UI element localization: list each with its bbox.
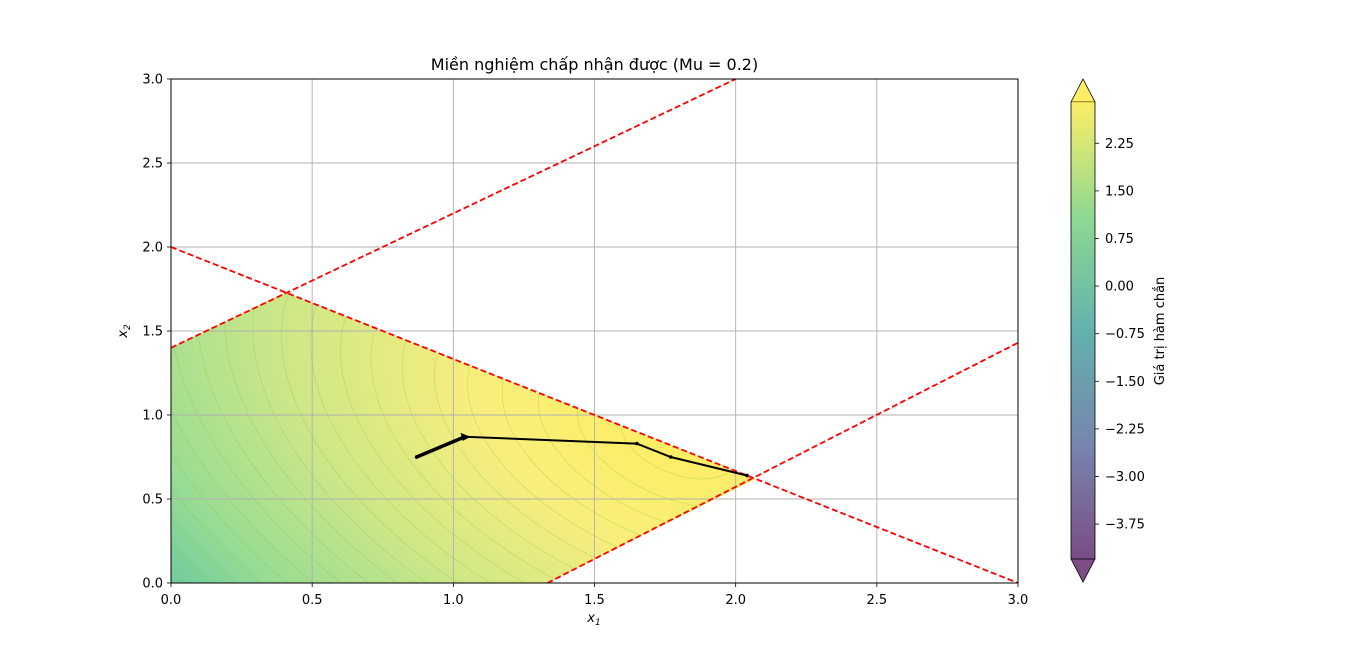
x-axis-label: x1 (586, 611, 600, 628)
colorbar-tick-label: 0.75 (1105, 232, 1134, 247)
x-tick-label: 1.5 (584, 593, 605, 608)
y-ticks: 0.0 0.5 1.0 1.5 2.0 2.5 3.0 (142, 73, 171, 592)
colorbar-tick-label: −0.75 (1105, 327, 1145, 342)
x-tick-label: 2.5 (866, 593, 887, 608)
y-axis-label: x2 (116, 324, 133, 339)
path-point (463, 435, 467, 439)
colorbar-tick-label: −1.50 (1105, 375, 1145, 390)
path-point (669, 455, 673, 459)
chart-title: Miền nghiệm chấp nhận được (Mu = 0.2) (431, 55, 758, 74)
x-tick-label: 1.0 (443, 593, 464, 608)
colorbar: 2.25 1.50 0.75 0.00 −0.75 −1.50 −2.25 −3.00 −3.7… (1071, 79, 1168, 582)
y-tick-label: 2.0 (142, 241, 163, 256)
y-tick-label: 1.0 (142, 409, 163, 424)
colorbar-tick-label: −3.00 (1105, 470, 1145, 485)
colorbar-ticks: 2.25 1.50 0.75 0.00 −0.75 −1.50 −2.25 −3.00 −3.7… (1095, 137, 1145, 533)
y-tick-label: 1.5 (142, 325, 163, 340)
colorbar-extend-max (1071, 79, 1095, 102)
y-tick-label: 3.0 (142, 73, 163, 88)
path-point (745, 474, 749, 478)
colorbar-label: Giá trị hàm chắn (1153, 277, 1168, 386)
x-tick-label: 3.0 (1008, 593, 1029, 608)
colorbar-extend-min (1071, 559, 1095, 582)
y-tick-label: 2.5 (142, 157, 163, 172)
path-point (415, 455, 419, 459)
x-tick-label: 2.0 (725, 593, 746, 608)
colorbar-gradient (1071, 102, 1095, 559)
y-tick-label: 0.5 (142, 493, 163, 508)
x-tick-label: 0.5 (302, 593, 323, 608)
colorbar-tick-label: 0.00 (1105, 280, 1134, 295)
colorbar-tick-label: 2.25 (1105, 137, 1134, 152)
colorbar-tick-label: −2.25 (1105, 422, 1145, 437)
x-ticks: 0.0 0.5 1.0 1.5 2.0 2.5 3.0 (161, 583, 1029, 608)
y-tick-label: 0.0 (142, 577, 163, 592)
path-point (635, 442, 639, 446)
colorbar-tick-label: −3.75 (1105, 518, 1145, 533)
colorbar-tick-label: 1.50 (1105, 184, 1134, 199)
x-tick-label: 0.0 (161, 593, 182, 608)
